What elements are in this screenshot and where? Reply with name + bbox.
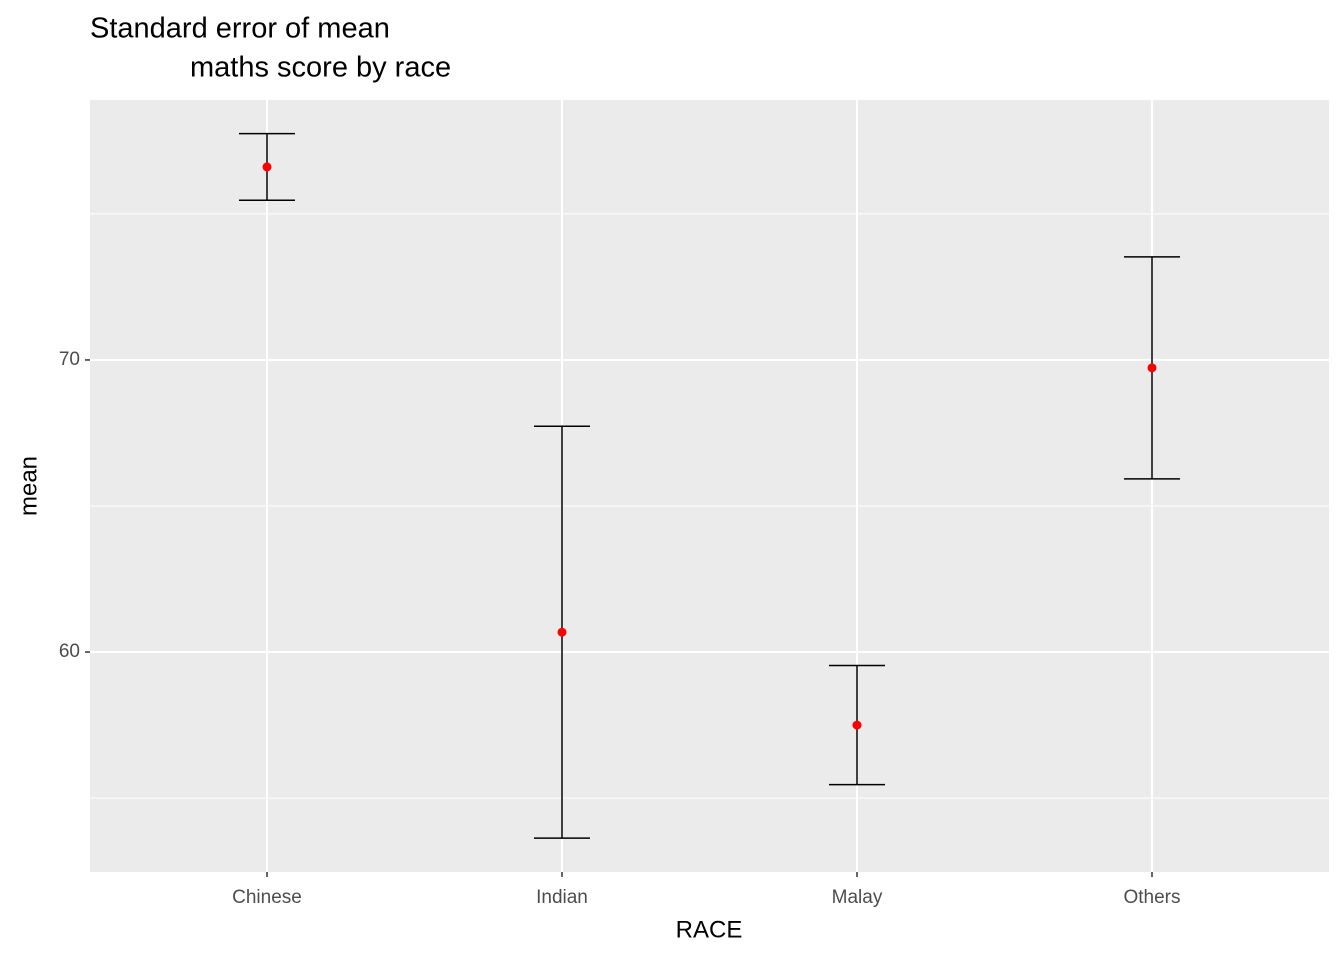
y-axis-label: mean	[15, 456, 42, 516]
chart-title: Standard error of mean	[90, 13, 390, 45]
x-tick-label: Indian	[536, 887, 588, 908]
x-tick-label: Malay	[832, 887, 883, 908]
y-tick-label: 60	[59, 641, 80, 662]
chart-title: maths score by race	[190, 52, 451, 84]
mean-point	[557, 627, 567, 637]
x-tick-label: Chinese	[232, 887, 302, 908]
x-axis-label: RACE	[676, 916, 743, 943]
mean-point	[262, 162, 272, 172]
x-tick-label: Others	[1123, 887, 1180, 908]
mean-point	[852, 720, 862, 730]
y-tick-label: 70	[59, 349, 80, 370]
panel	[90, 100, 1329, 872]
mean-point	[1147, 363, 1157, 373]
